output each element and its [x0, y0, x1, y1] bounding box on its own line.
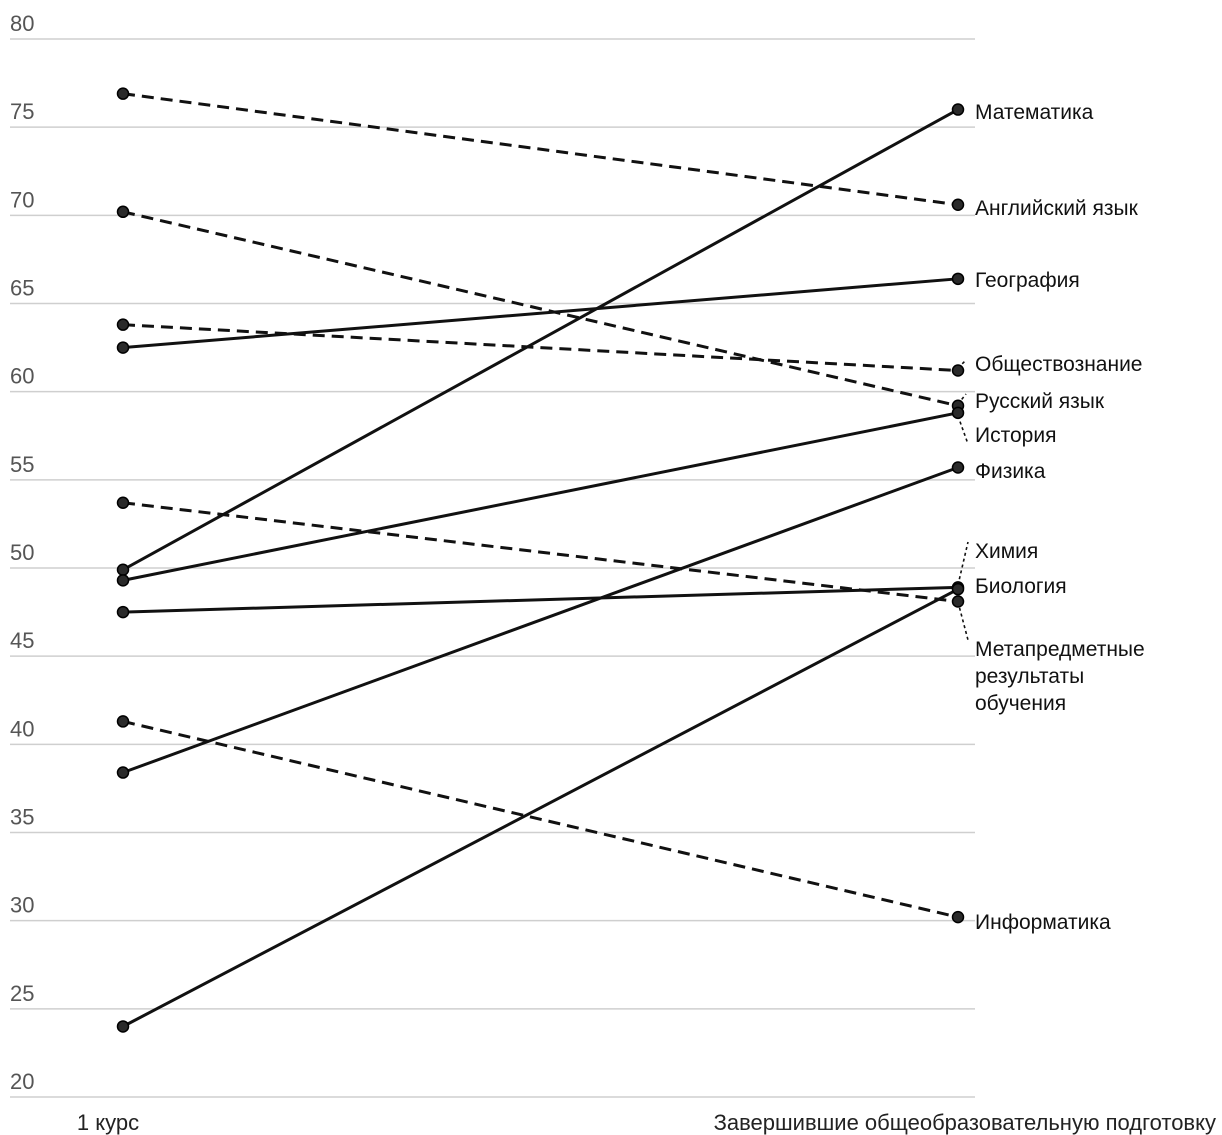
leader-история [957, 415, 969, 445]
y-tick-label: 75 [10, 99, 34, 124]
series-line-история [122, 411, 959, 582]
y-tick-label: 45 [10, 628, 34, 653]
y-tick-label: 60 [10, 364, 34, 389]
leader-метапредметные-результаты-обучения [957, 601, 969, 641]
point-биология-end [951, 582, 965, 596]
point-обществознание-end [951, 364, 965, 377]
series-label-математика: Математика [975, 101, 1094, 124]
series-label-информатика: Информатика [975, 911, 1111, 934]
series-label-химия: Химия [975, 540, 1038, 563]
series-line-информатика [122, 719, 959, 919]
point-обществознание-start [116, 318, 130, 331]
y-tick-label: 35 [10, 805, 34, 830]
leader-химия [957, 541, 969, 586]
series-line-география [122, 277, 959, 350]
y-tick-label: 20 [10, 1069, 34, 1094]
point-информатика-start [116, 715, 130, 728]
y-tick-label: 40 [10, 716, 34, 741]
series-label-русский-язык: Русский язык [975, 390, 1105, 413]
series-label-история: История [975, 424, 1056, 447]
y-tick-label: 70 [10, 187, 34, 212]
point-английский-язык-end [951, 198, 965, 212]
series-line-английский-язык [122, 92, 959, 207]
series-line-физика [122, 466, 959, 774]
series-label-обществознание: Обществознание [975, 353, 1142, 376]
series-line-биология [122, 587, 959, 1028]
y-tick-label: 25 [10, 981, 34, 1006]
x-category-end: Завершившие общеобразовательную подготов… [714, 1110, 1216, 1135]
point-метапредметные-результаты-обучения-start [116, 496, 130, 510]
point-география-end [951, 272, 965, 286]
series-lines [122, 92, 959, 1028]
point-история-end [951, 406, 965, 420]
series-line-химия [122, 585, 959, 614]
series-line-русский-язык [122, 210, 959, 408]
series-label-география: География [975, 269, 1080, 292]
point-география-start [116, 341, 130, 354]
series-line-математика [122, 108, 959, 572]
y-tick-label: 55 [10, 452, 34, 477]
series-label-английский-язык: Английский язык [975, 197, 1139, 220]
y-tick-label: 80 [10, 11, 34, 36]
series-labels: Математика Английский язык География Общест… [975, 101, 1145, 934]
point-история-start [116, 574, 130, 587]
series-line-метапредметные-результаты-обучения [122, 501, 959, 603]
y-tick-label: 50 [10, 540, 34, 565]
y-tick-label: 65 [10, 276, 34, 301]
point-математика-start [116, 563, 130, 577]
point-физика-start [116, 766, 130, 779]
series-points [116, 87, 965, 1033]
point-английский-язык-start [116, 87, 130, 100]
point-математика-end [951, 103, 965, 116]
x-category-start: 1 курс [77, 1110, 139, 1135]
series-label-метапредметные-результаты-обучения: Метапредметные результаты обучения [975, 638, 1145, 715]
point-биология-start [116, 1020, 130, 1033]
point-метапредметные-результаты-обучения-end [951, 595, 965, 608]
point-русский-язык-start [116, 205, 130, 219]
series-label-биология: Биология [975, 575, 1067, 598]
point-химия-start [116, 605, 130, 619]
series-label-физика: Физика [975, 460, 1046, 483]
point-физика-end [951, 461, 965, 474]
y-tick-label: 30 [10, 893, 34, 918]
gridlines [10, 38, 975, 1098]
y-axis-ticks: 20 25 30 35 40 45 50 55 60 65 70 75 80 [10, 11, 34, 1094]
series-line-обществознание [122, 323, 959, 373]
point-информатика-end [951, 910, 965, 924]
